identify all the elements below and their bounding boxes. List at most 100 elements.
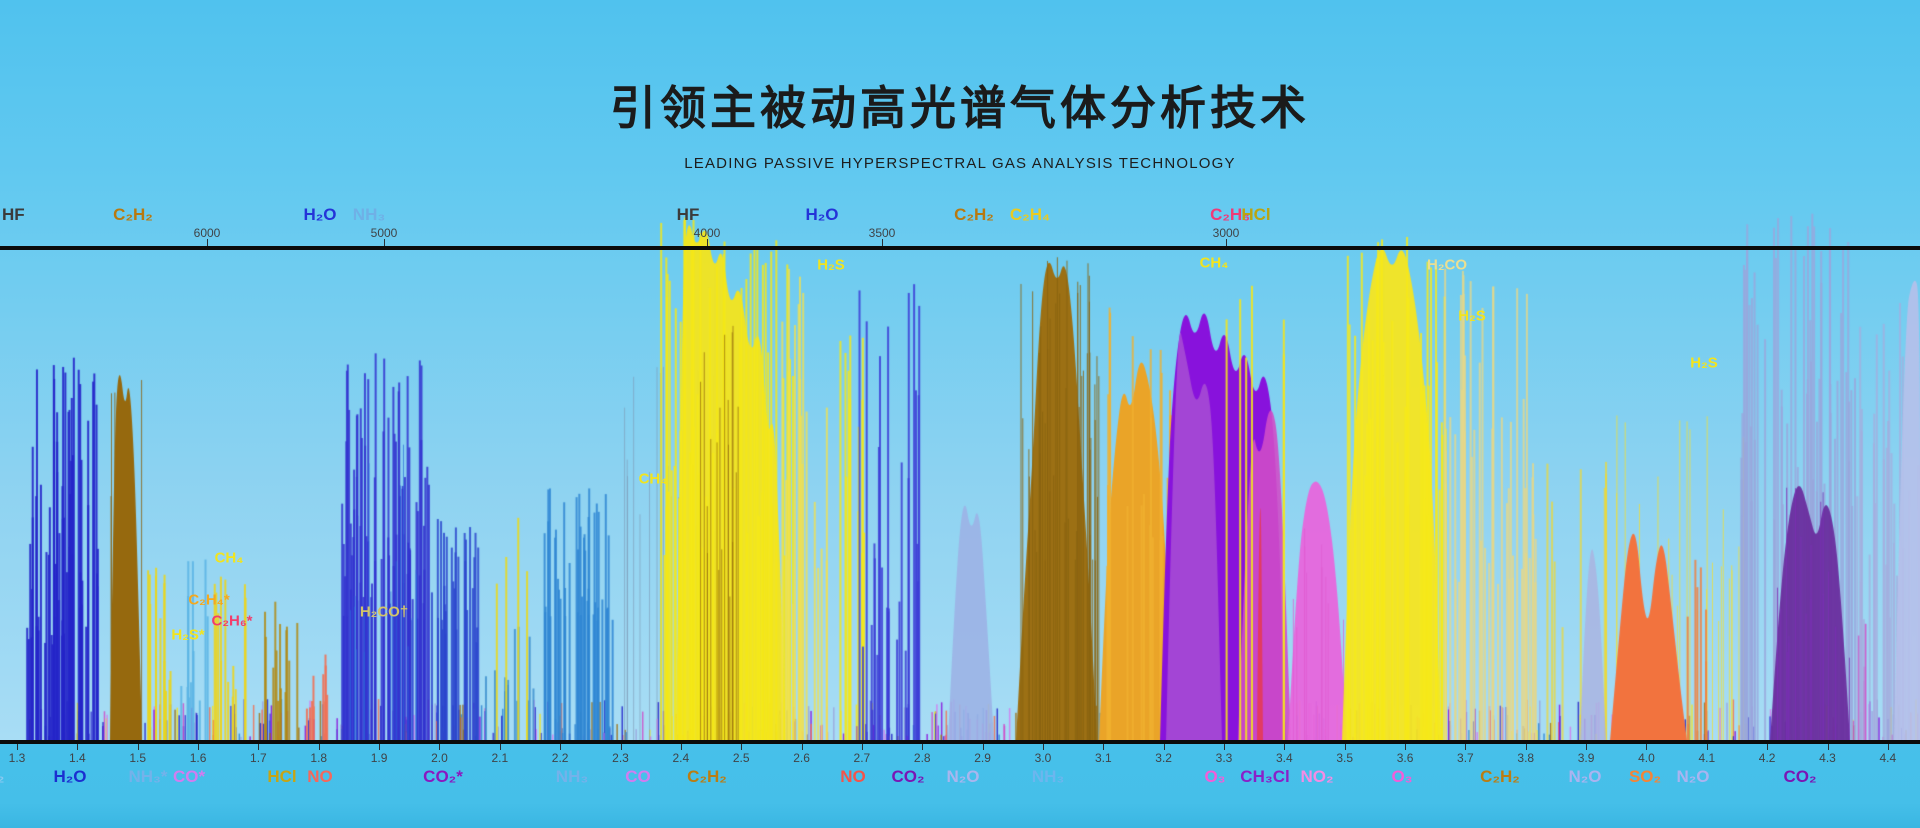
bottom-axis-gas-label: NH₃* [128, 767, 168, 786]
bottom-axis-tick-label: 4.0 [1638, 751, 1655, 765]
bottom-axis-tick [1103, 744, 1105, 750]
top-axis-gas-label: HF [676, 205, 700, 224]
bottom-axis-gas-label: N₂O [1568, 767, 1602, 786]
top-axis-tick-label: 6000 [193, 226, 221, 240]
bottom-axis-tick-label: 3.3 [1215, 751, 1233, 765]
top-axis-tick-label: 3000 [1212, 226, 1240, 240]
bottom-axis-gas-label: CO₂ [1783, 767, 1817, 786]
bottom-axis-gas-label: N₂O [1676, 767, 1710, 786]
bottom-axis-gas-label: CO [625, 767, 651, 786]
bottom-axis-tick [1646, 744, 1648, 750]
top-axis-gas-label: H₂O [303, 205, 337, 224]
bottom-axis-tick-label: 4.4 [1879, 751, 1897, 765]
bottom-axis-gas-label: SO₂ [1628, 767, 1662, 786]
plot-gas-label: CH₄ [1199, 254, 1229, 272]
bottom-axis-tick [620, 744, 622, 750]
bottom-axis-tick-label: 2.8 [913, 751, 931, 765]
bottom-axis-gas-label: O₃ [1204, 767, 1226, 786]
top-axis-tick [707, 239, 708, 246]
bottom-axis-tick-label: 3.7 [1457, 751, 1474, 765]
bottom-axis-gas-label: NH₃ [1031, 767, 1065, 786]
plot-gas-label: H₂CO [1427, 256, 1467, 274]
bottom-axis-tick-label: 3.8 [1517, 751, 1535, 765]
bottom-axis-tick [258, 744, 260, 750]
bottom-axis-tick [741, 744, 743, 750]
top-axis-gas-label: C₂H₂ [954, 205, 994, 224]
bottom-axis-tick-label: 1.6 [189, 751, 207, 765]
bottom-axis-tick [1042, 744, 1044, 750]
top-axis-tick [1226, 239, 1227, 246]
bottom-axis-tick [1827, 744, 1829, 750]
bottom-axis-tick [560, 744, 562, 750]
bottom-axis-tick-label: 1.9 [370, 751, 388, 765]
plot-gas-label: C₂H₆* [211, 612, 253, 630]
bottom-axis-gas-label: NO [307, 767, 333, 786]
bottom-axis-gas-label: H₂O [53, 767, 87, 786]
top-axis-tick [882, 239, 883, 246]
bottom-axis-gas-label: NO [840, 767, 866, 786]
bottom-axis-tick-label: 2.4 [672, 751, 690, 765]
bottom-axis-tick [861, 744, 863, 750]
bottom-axis-gas-label: NH₃ [555, 767, 589, 786]
plot-gas-label: H₂S* [171, 626, 205, 644]
page-title: 引领主被动高光谱气体分析技术 [610, 82, 1310, 134]
bottom-axis-tick-label: 4.3 [1819, 751, 1836, 765]
bottom-axis-tick-label: 1.4 [69, 751, 86, 765]
plot-gas-label: C₂H₄* [188, 591, 230, 609]
bottom-axis-gas-label: N₂O [946, 767, 980, 786]
bottom-axis-tick [17, 744, 18, 750]
bottom-axis-tick-label: 2.3 [612, 751, 629, 765]
top-axis-gas-label: C₂H₄ [1009, 205, 1051, 224]
top-axis-gas-label: H₂O [805, 205, 839, 224]
bottom-axis-tick [1706, 744, 1708, 750]
bottom-axis-tick [801, 744, 803, 750]
bottom-axis-tick-label: 3.9 [1577, 751, 1595, 765]
bottom-axis-tick [922, 744, 924, 750]
bottom-axis-tick-label: 2.0 [431, 751, 448, 765]
bottom-axis-tick-label: 2.2 [551, 751, 569, 765]
bottom-axis-tick-label: 2.9 [974, 751, 991, 765]
bottom-axis-tick-label: 1.3 [8, 751, 26, 765]
plot-gas-label: H₂S [1458, 307, 1486, 325]
bottom-axis-tick [1344, 744, 1346, 750]
bottom-axis-tick-label: 1.5 [129, 751, 147, 765]
bottom-axis-tick [137, 744, 139, 750]
bottom-axis-tick [1405, 744, 1407, 750]
top-axis-gas-label: C₂H₂ [113, 205, 153, 224]
bottom-axis-tick-label: 1.7 [250, 751, 267, 765]
bottom-axis-gas-label: O₃ [1391, 767, 1413, 786]
bottom-axis-line [0, 740, 1920, 744]
page-subtitle: LEADING PASSIVE HYPERSPECTRAL GAS ANALYS… [684, 155, 1236, 172]
top-axis-line [0, 246, 1920, 250]
top-axis-gas-label: NH₃ [352, 205, 386, 224]
bottom-axis-gas-label: CH₃Cl [1240, 767, 1290, 786]
bottom-axis-tick [77, 744, 79, 750]
bottom-axis-tick-label: 4.2 [1758, 751, 1776, 765]
bottom-axis-tick [379, 744, 381, 750]
bottom-axis-gas-label: C₂H₂ [1480, 767, 1520, 786]
plot-gas-label: H₂CO† [359, 603, 409, 621]
bottom-axis-tick-label: 3.4 [1276, 751, 1293, 765]
bottom-axis-tick [1224, 744, 1225, 750]
bottom-axis-tick [1586, 744, 1588, 750]
bottom-axis-tick [499, 744, 501, 750]
bottom-axis-gas-label: NO₂ [1300, 767, 1334, 786]
bottom-axis-tick [1284, 744, 1286, 750]
bottom-axis-tick [1887, 744, 1889, 750]
bottom-axis-tick-label: 3.0 [1034, 751, 1052, 765]
bottom-axis-tick-label: 2.7 [853, 751, 871, 765]
top-axis-tick-label: 5000 [370, 226, 398, 240]
top-axis-tick [207, 239, 208, 246]
plot-gas-label: H₂S [1690, 354, 1718, 372]
bottom-axis-tick [1525, 744, 1527, 750]
bottom-axis-gas-label: O₂ [0, 767, 5, 786]
bottom-axis-tick [982, 744, 984, 750]
bottom-axis-tick [1465, 744, 1467, 750]
bottom-axis-tick-label: 3.2 [1155, 751, 1172, 765]
bottom-axis-tick [198, 744, 200, 750]
top-axis-gas-label: C₂H₆ [1210, 205, 1250, 224]
bottom-axis-tick-label: 2.1 [491, 751, 509, 765]
bottom-axis-tick [318, 744, 320, 750]
bottom-axis-tick-label: 2.5 [732, 751, 750, 765]
